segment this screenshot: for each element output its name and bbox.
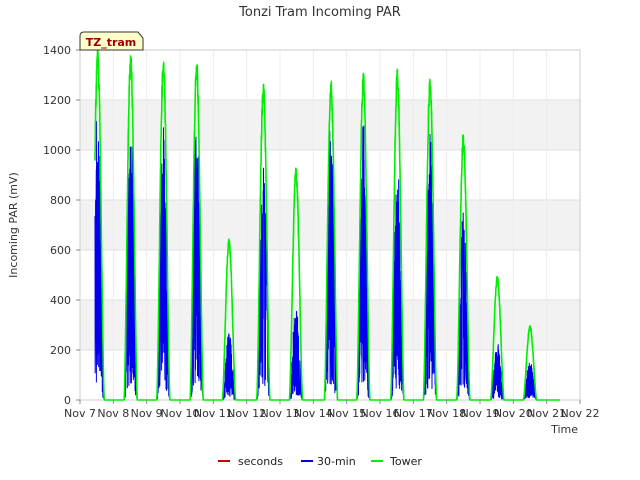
x-axis-label: Time	[550, 423, 578, 436]
legend: seconds 30-min Tower	[218, 455, 422, 468]
x-tick-label: Nov 11	[194, 407, 233, 420]
y-tick-label: 600	[50, 244, 71, 257]
annotation-badge: TZ_tram	[79, 31, 144, 51]
x-tick-label: Nov 13	[261, 407, 300, 420]
legend-label-30-min: 30-min	[317, 455, 356, 468]
legend-label-seconds: seconds	[238, 455, 283, 468]
x-tick-label: Nov 15	[327, 407, 366, 420]
series-layer	[94, 49, 561, 401]
x-tick-label: Nov 17	[394, 407, 433, 420]
y-tick-label: 1400	[43, 44, 71, 57]
y-tick-label: 200	[50, 344, 71, 357]
plot-frame	[79, 49, 581, 401]
x-tick-label: Nov 7	[64, 407, 96, 420]
y-tick-label: 1200	[43, 94, 71, 107]
y-tick-label: 400	[50, 294, 71, 307]
x-tick-label: Nov 16	[361, 407, 400, 420]
y-axis-label: Incoming PAR (mV)	[7, 172, 20, 278]
annotation-badge-text: TZ_tram	[86, 36, 137, 49]
legend-label-tower: Tower	[389, 455, 422, 468]
chart-title: Tonzi Tram Incoming PAR	[238, 5, 401, 20]
annotation-badge-box	[79, 31, 144, 51]
x-tick-label: Nov 22	[561, 407, 600, 420]
x-tick-label: Nov 20	[494, 407, 533, 420]
series-line-tower	[94, 49, 561, 401]
x-tick-label: Nov 21	[527, 407, 566, 420]
y-tick-label: 1000	[43, 144, 71, 157]
y-tick-label: 0	[64, 394, 71, 407]
x-tick-label: Nov 9	[131, 407, 163, 420]
x-tick-label: Nov 14	[294, 407, 333, 420]
y-axis-ticks: 0 200 400 600 800 1000 1200 1400	[43, 44, 80, 407]
x-tick-label: Nov 10	[161, 407, 200, 420]
x-tick-label: Nov 18	[427, 407, 466, 420]
x-tick-label: Nov 8	[97, 407, 129, 420]
y-tick-label: 800	[50, 194, 71, 207]
x-tick-label: Nov 19	[461, 407, 500, 420]
x-tick-label: Nov 12	[227, 407, 266, 420]
